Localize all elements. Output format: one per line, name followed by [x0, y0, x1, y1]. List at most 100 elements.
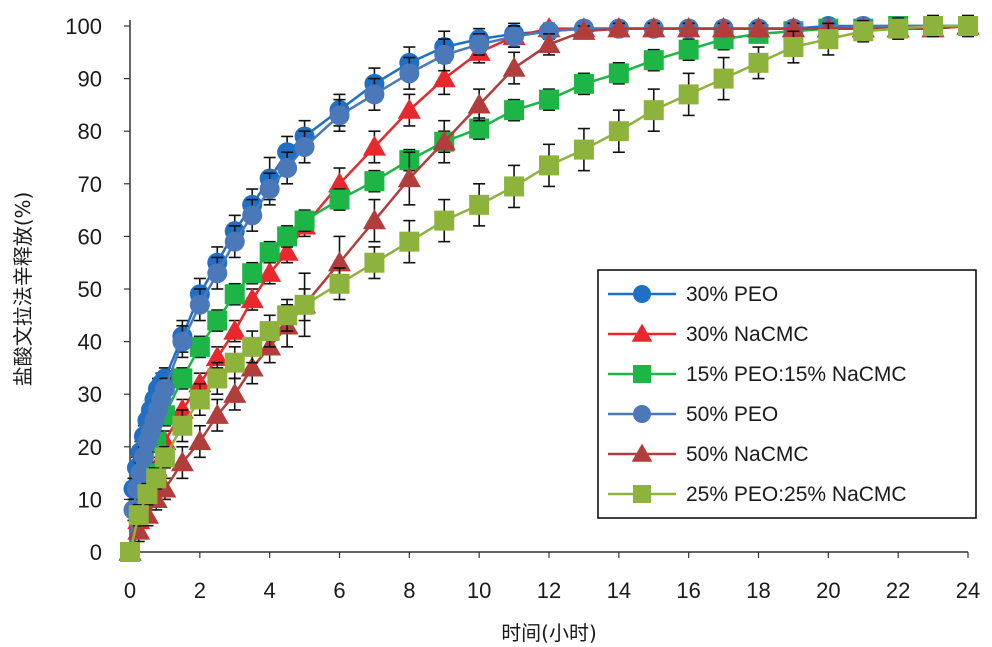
data-point — [397, 167, 421, 188]
data-point — [818, 29, 839, 50]
data-point — [607, 17, 631, 38]
data-point — [504, 100, 525, 121]
data-point — [223, 319, 247, 340]
data-point — [329, 273, 350, 294]
data-point — [133, 447, 154, 468]
data-point — [205, 345, 229, 367]
data-point — [189, 336, 210, 357]
data-point — [364, 171, 385, 192]
legend-label: 30% PEO — [686, 283, 778, 306]
data-point — [958, 16, 978, 36]
data-point — [294, 136, 315, 157]
y-tick-label: 90 — [78, 67, 102, 92]
data-point — [188, 372, 212, 393]
data-point — [643, 100, 664, 121]
x-tick-label: 6 — [333, 578, 345, 603]
data-point — [537, 32, 561, 54]
data-point — [259, 321, 280, 342]
x-tick-label: 16 — [676, 578, 700, 603]
data-point — [277, 158, 298, 179]
data-point — [128, 505, 149, 526]
data-point — [207, 310, 228, 331]
data-point — [432, 67, 456, 88]
data-point — [259, 242, 280, 263]
data-point — [172, 331, 193, 352]
data-point — [712, 17, 736, 38]
data-point — [434, 210, 455, 231]
data-point — [502, 56, 526, 77]
legend-label: 50% NaCMC — [686, 443, 809, 466]
x-tick-label: 2 — [194, 578, 206, 603]
tick-labels: 0 2 4 6 8 10 12 14 16 18 20 22 240102030405060708090… — [65, 14, 980, 603]
data-point — [240, 288, 264, 309]
data-point — [224, 352, 245, 373]
data-point — [154, 447, 175, 468]
legend-marker — [633, 365, 651, 383]
data-point — [469, 194, 490, 215]
legend-box — [597, 269, 977, 519]
legend-entry-3: 15% PEO:15% NaCMC — [608, 363, 907, 386]
data-point — [539, 21, 559, 42]
data-point — [189, 294, 210, 315]
legend-marker — [633, 405, 651, 423]
data-point — [362, 135, 386, 156]
data-point — [172, 368, 193, 389]
data-point — [504, 176, 525, 197]
data-point — [399, 63, 420, 84]
x-tick-label: 0 — [124, 578, 136, 603]
data-point — [364, 252, 385, 273]
x-tick-label: 22 — [886, 578, 910, 603]
data-point — [573, 73, 594, 94]
data-point — [923, 16, 944, 36]
data-point — [207, 263, 228, 284]
data-point — [539, 89, 559, 110]
data-point — [328, 251, 351, 272]
data-point — [888, 18, 909, 39]
data-point — [207, 368, 228, 389]
data-point — [277, 226, 298, 247]
x-tick-label: 12 — [537, 578, 561, 603]
data-point — [275, 240, 299, 261]
data-point — [294, 294, 315, 315]
data-point — [130, 463, 151, 484]
legend: 30% PEO 30% NaCMC 15% PEO:15% NaCMC 50% PEO… — [597, 269, 977, 519]
data-point — [223, 382, 247, 403]
y-tick-label: 40 — [78, 330, 102, 355]
legend-marker — [633, 285, 651, 303]
y-tick-label: 100 — [65, 14, 102, 39]
data-point — [783, 37, 804, 58]
legend-entry-6: 25% PEO:25% NaCMC — [608, 483, 907, 506]
x-tick-label: 20 — [816, 578, 840, 603]
data-point — [608, 63, 629, 84]
x-tick-label: 24 — [956, 578, 980, 603]
data-point — [678, 39, 699, 60]
data-point — [189, 389, 210, 410]
x-tick-label: 14 — [607, 578, 631, 603]
data-point — [224, 284, 245, 305]
legend-label: 25% PEO:25% NaCMC — [686, 483, 907, 506]
data-point — [294, 210, 315, 231]
y-tick-label: 80 — [78, 119, 102, 144]
data-point — [573, 139, 594, 160]
x-tick-label: 4 — [264, 578, 276, 603]
data-point — [399, 231, 420, 252]
y-tick-label: 20 — [78, 435, 102, 460]
data-point — [643, 50, 664, 71]
y-tick-label: 10 — [78, 487, 102, 512]
data-point — [467, 93, 491, 114]
legend-label: 50% PEO — [686, 403, 778, 426]
legend-entry-5: 50% NaCMC — [608, 443, 809, 466]
y-tick-label: 0 — [90, 540, 102, 565]
x-tick-label: 18 — [746, 578, 770, 603]
data-point — [170, 451, 194, 472]
data-point — [224, 231, 245, 252]
data-point — [170, 398, 194, 419]
data-point — [277, 305, 298, 326]
data-point — [137, 484, 158, 505]
data-point — [362, 209, 386, 230]
data-point — [678, 84, 699, 105]
data-point — [432, 130, 456, 151]
data-point — [469, 34, 490, 55]
data-point — [242, 205, 263, 226]
data-point — [642, 17, 666, 38]
